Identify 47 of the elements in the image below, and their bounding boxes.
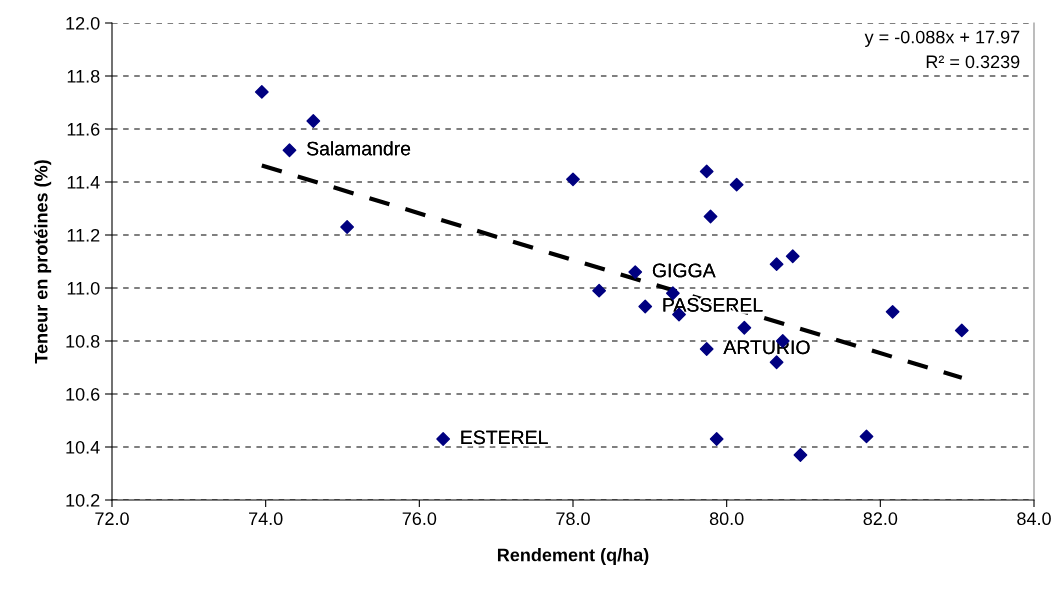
- point: [566, 172, 580, 187]
- point: [737, 320, 752, 335]
- x-tick-label: 76.0: [402, 512, 437, 526]
- point: [954, 323, 969, 338]
- point: [859, 429, 874, 444]
- x-tick-label: 72.0: [95, 512, 129, 526]
- point: [703, 209, 718, 224]
- y-tick-label: 11.4: [67, 176, 100, 189]
- x-tick-label: 78.0: [556, 512, 590, 526]
- y-tick-label: 10.4: [66, 440, 100, 454]
- y-axis-title: Teneur en protéines (%): [34, 160, 52, 364]
- y-tick-label: 10.2: [66, 493, 100, 507]
- point: [699, 164, 714, 179]
- point: [709, 432, 724, 446]
- y-tick-label: 10.8: [66, 334, 100, 348]
- annotation: y = -0.088x + 17.97: [864, 30, 1020, 47]
- point: [729, 177, 744, 192]
- annotation: R² = 0.3239: [926, 55, 1020, 69]
- x-tick-label: 80.0: [709, 512, 744, 526]
- point: [793, 448, 808, 462]
- x-tick-label: 84.0: [1017, 512, 1051, 526]
- y-tick-label: 12.0: [66, 16, 100, 30]
- x-axis-title: Rendement (q/ha): [497, 548, 649, 565]
- point: [769, 257, 784, 272]
- x-tick-label: 82.0: [863, 512, 898, 526]
- y-tick-label: 10.6: [66, 387, 100, 401]
- point: [306, 114, 321, 128]
- point: [699, 342, 714, 356]
- point: [254, 84, 269, 99]
- annotation: GIGGA: [652, 263, 716, 278]
- y-tick-label: 11.8: [67, 69, 100, 83]
- point: [340, 220, 355, 234]
- point: [785, 249, 800, 264]
- point: [628, 265, 643, 280]
- point: [592, 283, 607, 298]
- x-tick-label: 74.0: [249, 512, 283, 526]
- point: [282, 143, 297, 158]
- point: [638, 299, 653, 314]
- y-tick-label: 11.0: [67, 281, 100, 295]
- y-tick-label: 11.2: [67, 228, 100, 242]
- point: [885, 304, 900, 319]
- annotation: PASSEREL: [663, 298, 763, 312]
- annotation: Salamandre: [307, 141, 411, 156]
- point: [436, 432, 451, 446]
- point: [769, 355, 784, 370]
- y-tick-label: 11.6: [67, 122, 100, 136]
- annotation: ESTEREL: [461, 430, 548, 445]
